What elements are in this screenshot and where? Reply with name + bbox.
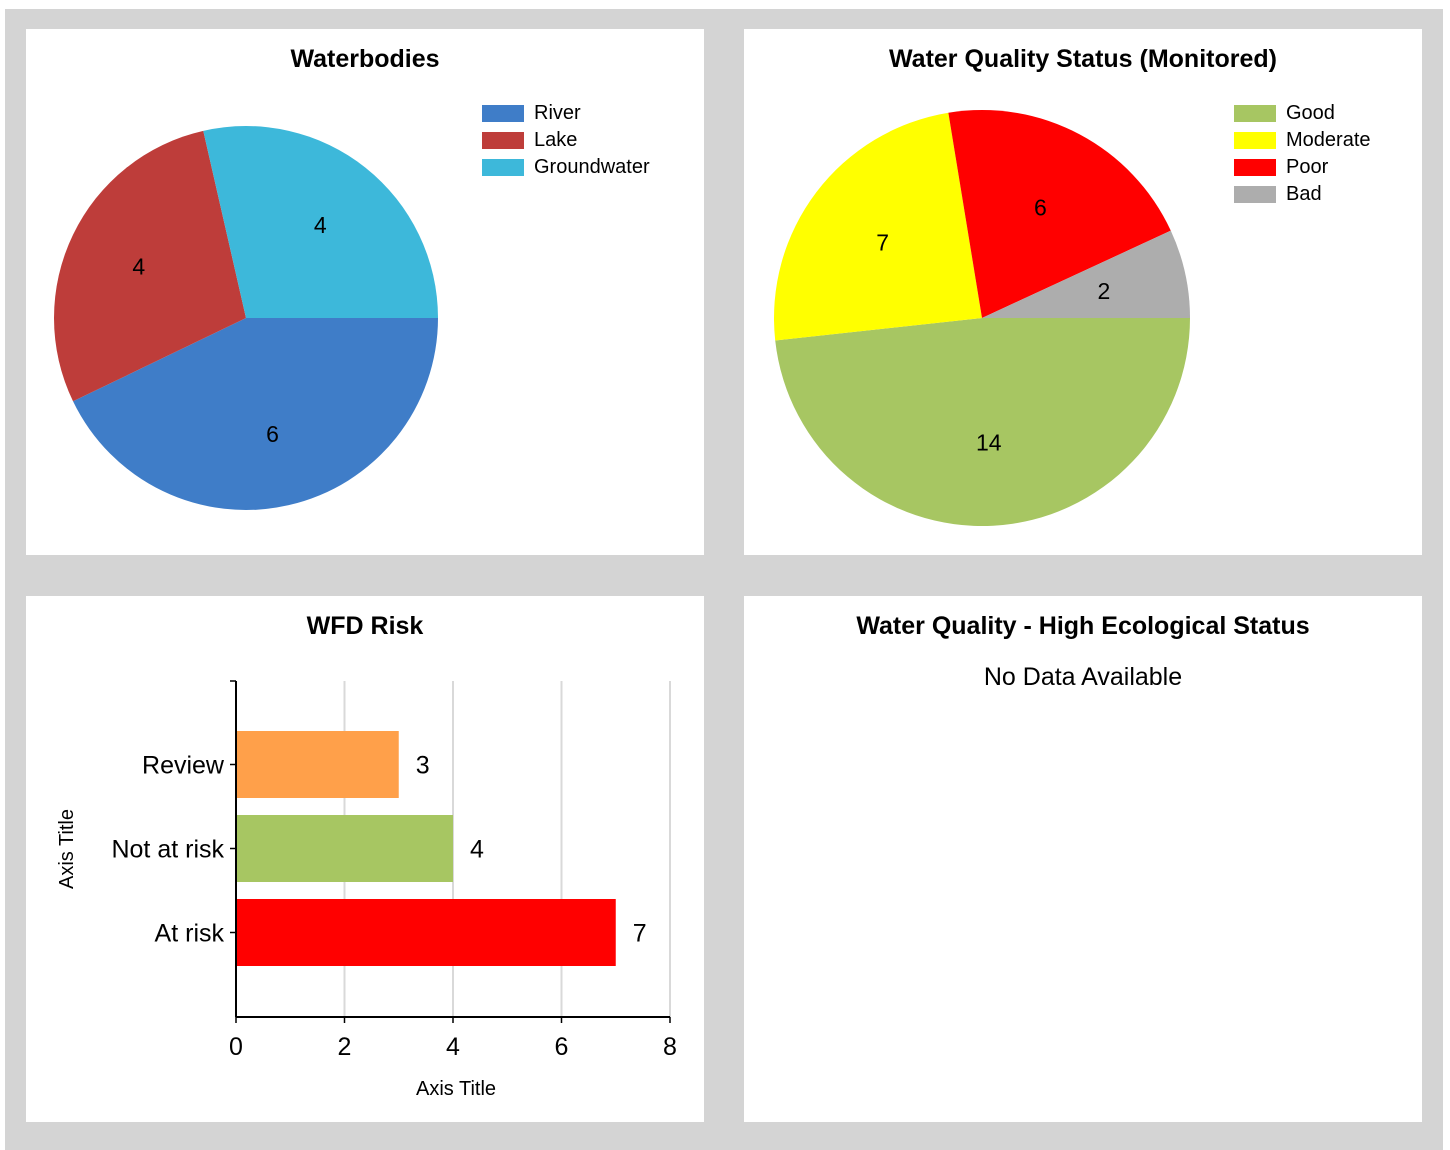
waterbodies-pie-chart: 6 4 4 (53, 126, 438, 511)
y-tick-label-at-risk: At risk (155, 920, 225, 948)
pie-slice-poor (948, 110, 1171, 319)
water-quality-status-panel: Water Quality Status (Monitored) 14 7 6 2 G… (744, 29, 1422, 555)
legend-label: Moderate (1286, 129, 1371, 151)
legend-label: Groundwater (534, 156, 650, 178)
high-ecological-status-panel: Water Quality - High Ecological Status N… (744, 596, 1422, 1122)
bar-data-label-review: 3 (416, 752, 430, 780)
x-tick-label: 6 (555, 1033, 569, 1061)
legend-swatch (1234, 105, 1276, 122)
bar-review (237, 731, 399, 798)
pie-slice-groundwater (203, 126, 438, 318)
pie-data-label-lake: 4 (132, 253, 145, 279)
waterbodies-panel: Waterbodies 6 4 4 River Lake Groundwater (26, 29, 704, 555)
legend-item-groundwater: Groundwater (482, 154, 650, 181)
pie-data-label-good: 14 (976, 430, 1002, 456)
legend-label: Poor (1286, 156, 1329, 178)
pie-slice-bad (982, 230, 1190, 318)
pie-data-label-river: 6 (266, 421, 279, 447)
legend-label: Lake (534, 129, 578, 151)
y-tick-label-review: Review (142, 752, 225, 780)
legend-item-moderate: Moderate (1234, 127, 1371, 154)
y-axis-title: Axis Title (56, 809, 78, 889)
pie-data-label-moderate: 7 (876, 229, 889, 255)
legend-label: Bad (1286, 183, 1322, 205)
x-tick-label: 4 (446, 1033, 460, 1061)
no-data-message: No Data Available (983, 663, 1183, 691)
waterbodies-legend: River Lake Groundwater (482, 100, 650, 181)
pie-slice-good (775, 318, 1190, 527)
wfd-risk-panel: WFD Risk 3 Review 4 Not at risk 7 At risk 0 2 4 6… (26, 596, 704, 1122)
water-quality-status-pie-chart: 14 7 6 2 (774, 110, 1190, 527)
bar-at-risk (237, 899, 616, 966)
legend-swatch (1234, 132, 1276, 149)
x-tick-label: 0 (229, 1033, 243, 1061)
legend-item-river: River (482, 100, 650, 127)
pie-data-label-bad: 2 (1097, 278, 1110, 304)
wfd-risk-title: WFD Risk (306, 612, 424, 640)
legend-swatch (482, 132, 524, 149)
high-ecological-status-title: Water Quality - High Ecological Status (856, 612, 1310, 640)
pie-slice-lake (53, 130, 246, 402)
bar-data-label-not-at-risk: 4 (470, 836, 484, 864)
y-tick-label-not-at-risk: Not at risk (111, 836, 224, 864)
pie-data-label-groundwater: 4 (314, 212, 327, 238)
legend-swatch (1234, 186, 1276, 203)
water-quality-status-legend: Good Moderate Poor Bad (1234, 100, 1371, 208)
x-tick-label: 8 (663, 1033, 677, 1061)
legend-label: River (534, 102, 581, 124)
bar-not-at-risk (237, 815, 453, 882)
water-quality-status-title: Water Quality Status (Monitored) (889, 45, 1277, 73)
pie-slice-moderate (774, 112, 982, 341)
pie-data-label-poor: 6 (1034, 195, 1047, 221)
wfd-risk-bar-chart: 3 Review 4 Not at risk 7 At risk 0 2 4 6 8 Axis Tit… (56, 680, 677, 1100)
legend-label: Good (1286, 102, 1335, 124)
legend-swatch (1234, 159, 1276, 176)
pie-slice-river (73, 318, 438, 511)
legend-item-good: Good (1234, 100, 1371, 127)
legend-item-bad: Bad (1234, 181, 1371, 208)
x-tick-label: 2 (338, 1033, 352, 1061)
x-axis-title: Axis Title (416, 1078, 496, 1100)
legend-swatch (482, 159, 524, 176)
waterbodies-title: Waterbodies (290, 45, 440, 73)
bar-data-label-at-risk: 7 (633, 920, 647, 948)
legend-item-poor: Poor (1234, 154, 1371, 181)
legend-swatch (482, 105, 524, 122)
legend-item-lake: Lake (482, 127, 650, 154)
